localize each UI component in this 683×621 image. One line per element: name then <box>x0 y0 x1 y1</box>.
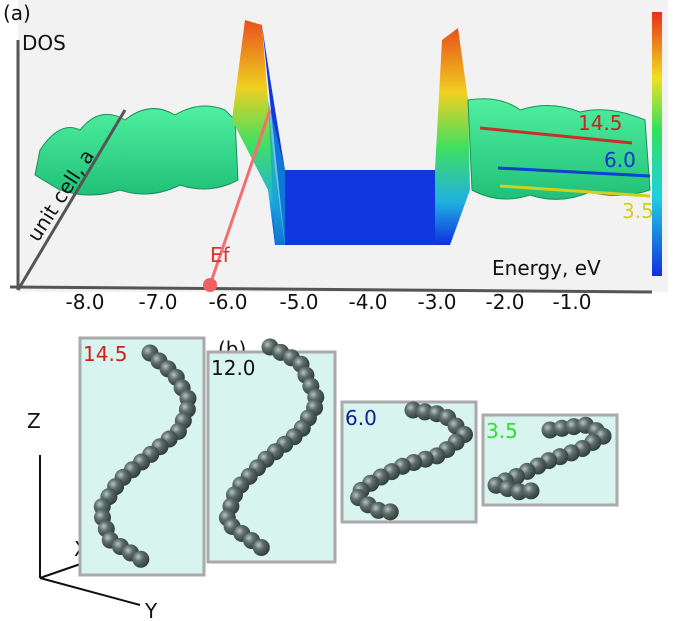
gap-wall <box>268 100 285 245</box>
x-tick-label: -5.0 <box>279 290 318 314</box>
helix-label: 12.0 <box>211 356 256 380</box>
peak-right <box>435 28 470 245</box>
x-tick-label: -1.0 <box>552 290 591 314</box>
atom <box>132 550 150 568</box>
atom <box>381 503 399 521</box>
helix-label: 6.0 <box>345 406 377 430</box>
helix-panels: 14.5 12.0 6.0 3.5 <box>78 336 619 577</box>
axis-label: DOS <box>22 31 66 55</box>
fermi-point <box>203 278 217 292</box>
cut-line-red <box>479 126 633 145</box>
x-tick-label: -6.0 <box>208 290 247 314</box>
helix-label: 14.5 <box>83 342 128 366</box>
axis-y <box>39 577 141 606</box>
atom <box>522 482 540 500</box>
energy-axis <box>9 285 653 294</box>
line-label: 14.5 <box>578 111 623 135</box>
x-tick-label: -7.0 <box>138 290 177 314</box>
fermi-line <box>208 109 272 286</box>
cut-line-blue <box>497 166 651 178</box>
x-tick-label: -4.0 <box>348 290 387 314</box>
axis-label: Z <box>27 409 41 433</box>
gap <box>262 25 435 245</box>
peak-left <box>232 20 285 245</box>
axis-label: Energy, eV <box>492 256 601 280</box>
line-label: 3.5 <box>622 199 654 223</box>
x-tick-label: -3.0 <box>417 290 456 314</box>
panel-label: (a) <box>3 1 31 25</box>
cut-line-yellow <box>499 184 651 198</box>
cell-axis <box>16 109 127 291</box>
atom <box>252 538 270 556</box>
x-tick-label: -8.0 <box>65 290 104 314</box>
line-label: 6.0 <box>604 148 636 172</box>
helix-label: 3.5 <box>486 419 518 443</box>
fermi-label: Ef <box>210 243 231 267</box>
surface-left <box>34 105 239 196</box>
colorbar <box>652 12 662 276</box>
x-tick-label: -2.0 <box>485 290 524 314</box>
axis-label: Y <box>144 599 158 621</box>
